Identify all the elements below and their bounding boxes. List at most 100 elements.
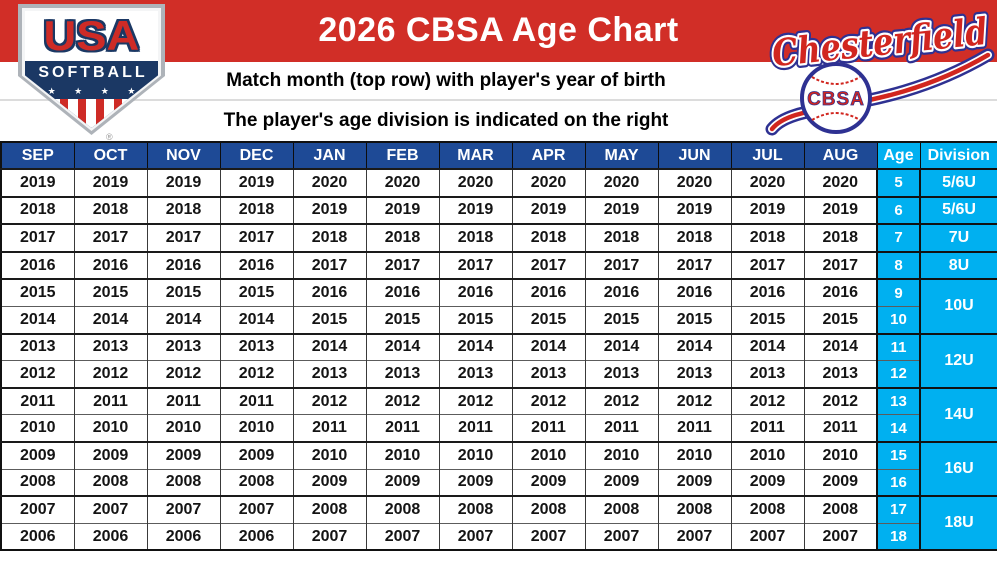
year-cell: 2017 — [219, 223, 294, 252]
year-cell: 2011 — [730, 414, 805, 442]
year-cell: 2015 — [657, 305, 732, 334]
division-cell: 16U — [919, 440, 997, 497]
year-cell: 2013 — [511, 360, 586, 388]
year-cell: 2007 — [365, 522, 440, 551]
year-cell: 2012 — [73, 360, 148, 388]
year-cell: 2012 — [511, 386, 586, 415]
year-cell: 2018 — [365, 223, 440, 252]
year-cell: 2014 — [292, 332, 367, 361]
year-cell: 2009 — [657, 468, 732, 497]
year-cell: 2011 — [511, 414, 586, 442]
usa-logo-text: USA — [43, 12, 140, 59]
year-cell: 2019 — [584, 195, 659, 225]
year-cell: 2015 — [292, 305, 367, 334]
year-cell: 2009 — [803, 468, 878, 497]
year-cell: 2019 — [730, 195, 805, 225]
year-cell: 2020 — [292, 168, 367, 197]
year-cell: 2006 — [219, 522, 294, 551]
year-cell: 2020 — [584, 168, 659, 197]
month-header: OCT — [73, 141, 148, 170]
year-cell: 2012 — [730, 386, 805, 415]
division-cell: 5/6U — [919, 195, 997, 225]
year-cell: 2007 — [292, 522, 367, 551]
division-cell: 10U — [919, 278, 997, 334]
year-cell: 2019 — [365, 195, 440, 225]
year-cell: 2020 — [511, 168, 586, 197]
year-cell: 2014 — [365, 332, 440, 361]
year-cell: 2014 — [73, 305, 148, 334]
year-cell: 2012 — [219, 360, 294, 388]
year-cell: 2016 — [292, 278, 367, 307]
year-cell: 2006 — [0, 522, 75, 551]
year-cell: 2011 — [0, 386, 75, 415]
year-cell: 2017 — [511, 250, 586, 280]
instruction-line-2: The player's age division is indicated o… — [223, 110, 669, 131]
table-row: 2008 2008 2008 2008 2009 2009 2009 2009 2009 2009… — [0, 468, 997, 497]
month-header: AUG — [803, 141, 878, 170]
year-cell: 2015 — [73, 278, 148, 307]
year-cell: 2011 — [438, 414, 513, 442]
year-cell: 2016 — [511, 278, 586, 307]
year-cell: 2014 — [511, 332, 586, 361]
year-cell: 2010 — [0, 414, 75, 442]
year-cell: 2017 — [292, 250, 367, 280]
year-cell: 2016 — [0, 250, 75, 280]
year-cell: 2014 — [219, 305, 294, 334]
year-cell: 2011 — [584, 414, 659, 442]
year-cell: 2010 — [219, 414, 294, 442]
chesterfield-cbsa-logo: Chesterfield Chesterfield Chesterfield C… — [765, 4, 995, 136]
year-cell: 2006 — [73, 522, 148, 551]
registered-mark: ® — [106, 132, 113, 142]
year-cell: 2020 — [657, 168, 732, 197]
year-cell: 2009 — [438, 468, 513, 497]
year-cell: 2008 — [146, 468, 221, 497]
year-cell: 2019 — [73, 168, 148, 197]
month-header: APR — [511, 141, 586, 170]
year-cell: 2009 — [292, 468, 367, 497]
table-row: 2011 2011 2011 2011 2012 2012 2012 2012 2012 2012… — [0, 386, 997, 442]
home-plate-shape: USA SOFTBALL ★ ★ ★ ★ — [18, 4, 165, 135]
year-cell: 2019 — [511, 195, 586, 225]
table-row: 2017 2017 2017 2017 2018 2018 2018 2018 2018 2018… — [0, 223, 997, 252]
table-row: 2014 2014 2014 2014 2015 2015 2015 2015 2015 2015… — [0, 305, 997, 334]
year-cell: 2007 — [511, 522, 586, 551]
year-cell: 2015 — [511, 305, 586, 334]
month-header: SEP — [0, 141, 75, 170]
year-cell: 2007 — [0, 495, 75, 524]
year-cell: 2020 — [365, 168, 440, 197]
year-cell: 2007 — [73, 495, 148, 524]
year-cell: 2011 — [292, 414, 367, 442]
age-cell: 6 — [876, 195, 921, 225]
year-cell: 2008 — [365, 495, 440, 524]
table-row: 2007 2007 2007 2007 2008 2008 2008 2008 2008 2008… — [0, 495, 997, 551]
year-cell: 2009 — [511, 468, 586, 497]
year-cell: 2013 — [803, 360, 878, 388]
year-cell: 2013 — [365, 360, 440, 388]
age-cell: 13 — [876, 386, 921, 415]
year-cell: 2016 — [730, 278, 805, 307]
year-cell: 2013 — [219, 332, 294, 361]
table-row: 2009 2009 2009 2009 2010 2010 2010 2010 2010 2010… — [0, 440, 997, 497]
year-cell: 2009 — [584, 468, 659, 497]
year-cell: 2017 — [657, 250, 732, 280]
cbsa-ball-text: CBSA — [807, 89, 865, 110]
year-cell: 2013 — [657, 360, 732, 388]
year-cell: 2016 — [438, 278, 513, 307]
year-cell: 2008 — [803, 495, 878, 524]
year-cell: 2007 — [219, 495, 294, 524]
year-cell: 2007 — [146, 495, 221, 524]
year-cell: 2009 — [365, 468, 440, 497]
year-cell: 2014 — [584, 332, 659, 361]
year-cell: 2012 — [365, 386, 440, 415]
month-header: JUL — [730, 141, 805, 170]
year-cell: 2020 — [438, 168, 513, 197]
table-row: 2010 2010 2010 2010 2011 2011 2011 2011 2011 2011… — [0, 414, 997, 442]
usa-softball-logo: USA SOFTBALL ★ ★ ★ ★ ® — [18, 4, 165, 142]
year-cell: 2010 — [657, 440, 732, 470]
year-cell: 2011 — [219, 386, 294, 415]
month-header: DEC — [219, 141, 294, 170]
year-cell: 2017 — [146, 223, 221, 252]
year-cell: 2018 — [511, 223, 586, 252]
age-chart-table: SEP OCT NOV DEC JAN FEB MAR APR MAY JUN JUL AUG Age D… — [0, 141, 997, 552]
year-cell: 2012 — [657, 386, 732, 415]
